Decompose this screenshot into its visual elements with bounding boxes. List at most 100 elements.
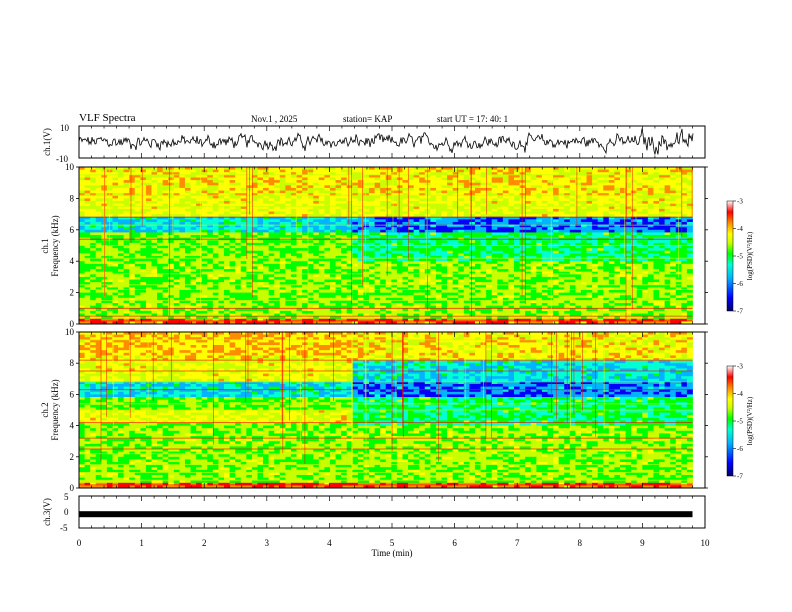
spectrogram-cell [636,203,643,207]
spectrogram-cell [474,174,481,178]
spectrogram-cell [396,203,403,207]
spectrogram-cell [491,195,498,199]
spectrogram-cell [263,242,270,246]
spectrogram-cell [547,182,554,186]
spectrogram-cell [458,219,465,223]
spectrogram-cell [592,169,599,173]
spectrogram-cell [268,221,275,225]
spectrogram-cell [447,235,454,239]
spectrogram-cell [134,248,141,252]
spectrogram-cell [369,242,375,246]
spectrogram-cell [235,250,242,254]
spectrogram-cell [285,177,292,181]
plot-title: VLF Spectra [79,112,136,124]
spectrogram-cell [558,177,565,181]
spectrogram-cell [285,201,292,205]
spectrogram-cell [95,276,102,280]
spectrogram-cell [313,190,320,194]
spectrogram-cell [296,229,303,233]
spectrogram-cell [497,169,504,173]
spectrogram-cell [251,182,258,186]
spectrogram-cell [257,276,264,280]
spectrogram-cell [681,193,688,197]
spectrogram-cell [346,211,353,215]
spectrogram-cell [162,177,169,181]
spectrogram-cell [469,235,476,239]
spectrogram-cell [580,185,587,189]
spectrogram-cell [642,224,649,228]
spectrogram-cell [447,255,454,259]
spectrogram-cell [486,221,493,225]
spectrogram-cell [224,284,230,288]
spectrogram-cell [580,211,587,215]
spectrogram-cell [391,240,398,244]
spectrogram-cell [112,253,119,257]
spectrogram-cell [145,216,152,220]
spectrogram-cell [603,190,610,194]
spectrogram-cell [664,276,671,280]
spectrogram-cell [196,232,203,236]
spectrogram-cell [553,195,560,199]
spectrogram-cell [502,248,509,252]
spectrogram-cell [575,169,582,173]
spectrogram-cell [123,219,130,223]
spectrogram-cell [424,177,431,181]
spectrogram-cell [184,232,191,236]
spectrogram-cell [224,271,230,275]
spectrogram-cell [190,245,197,249]
spectrogram-cell [240,245,247,249]
spectrogram-cell [218,253,225,257]
spectrogram-cell [224,224,230,228]
spectrogram-cell [106,269,113,273]
spectrogram-cell [447,250,454,254]
spectrogram-cell [441,182,448,186]
spectrogram-cell [430,216,437,220]
spectrogram-cell [201,227,208,231]
spectrogram-cell [642,255,649,259]
spectrogram-cell [374,245,381,249]
spectrogram-cell [575,279,582,283]
spectrogram-cell [329,258,336,262]
spectrogram-cell [502,263,509,267]
spectrogram-cell [541,279,548,283]
spectrogram-cell [569,211,576,215]
spectrogram-cell [179,276,186,280]
spectrogram-cell [134,169,141,173]
spectrogram-cell [647,258,654,262]
spectrogram-cell [458,274,465,278]
spectrogram-cell [118,245,125,249]
spectrogram-cell [575,235,582,239]
spectrogram-cell [430,269,437,273]
spectrogram-cell [151,274,158,278]
spectrogram-cell [530,276,537,280]
spectrogram-cell [491,261,498,265]
spectrogram-cell [329,187,336,191]
spectrogram-cell [597,190,604,194]
spectrogram-cell [196,284,203,288]
spectrogram-cell [257,255,264,259]
spectrogram-cell [279,174,286,178]
spectrogram-cell [251,229,258,233]
spectrogram-cell [580,240,587,244]
spectrogram-cell [352,187,359,191]
spectrogram-cell [79,284,85,288]
spectrogram-cell [424,250,431,254]
spectrogram-cell [458,276,465,280]
spectrogram-cell [357,216,364,220]
spectrogram-cell [235,185,242,189]
spectrogram-cell [335,253,342,257]
spectrogram-cell [307,177,314,181]
spectrogram-cell [670,274,677,278]
spectrogram-cell [419,279,426,283]
spectrogram-cell [686,195,693,199]
spectrogram-cell [118,263,125,267]
spectrogram-cell [162,282,169,286]
spectrogram-cell [575,190,582,194]
spectrogram-cell [547,193,554,197]
spectrogram-cell [469,229,476,233]
spectrogram-cell [653,190,660,194]
spectrogram-cell [625,255,632,259]
spectrogram-cell [173,206,180,210]
spectrogram-cell [179,271,186,275]
spectrogram-cell [346,219,353,223]
